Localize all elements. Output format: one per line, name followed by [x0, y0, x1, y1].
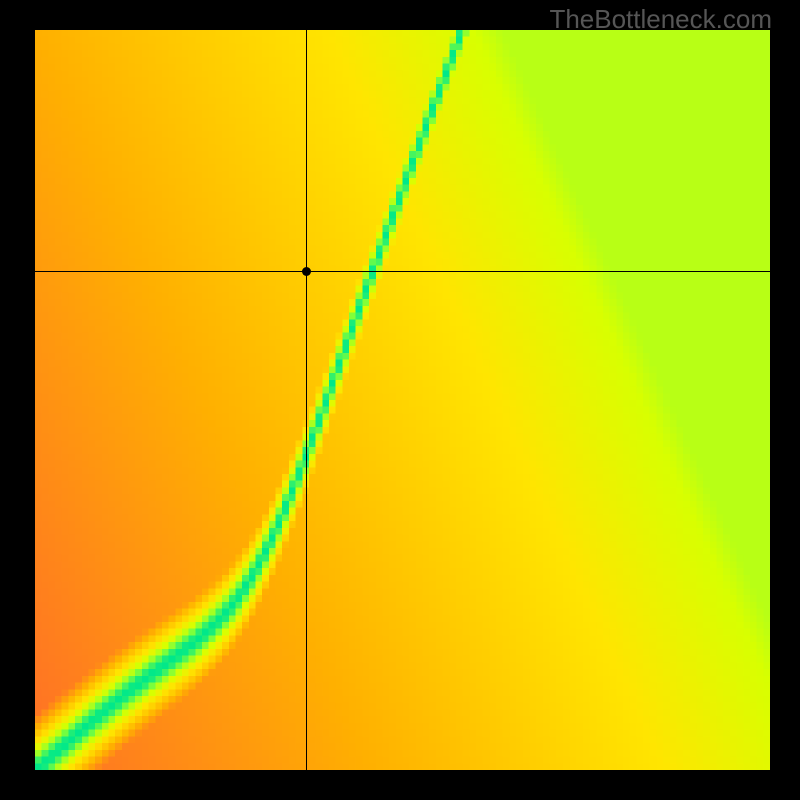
- bottleneck-heatmap: [35, 30, 770, 770]
- watermark-text: TheBottleneck.com: [549, 4, 772, 35]
- crosshair-vertical: [306, 30, 307, 770]
- crosshair-horizontal: [35, 271, 770, 272]
- chart-container: TheBottleneck.com: [0, 0, 800, 800]
